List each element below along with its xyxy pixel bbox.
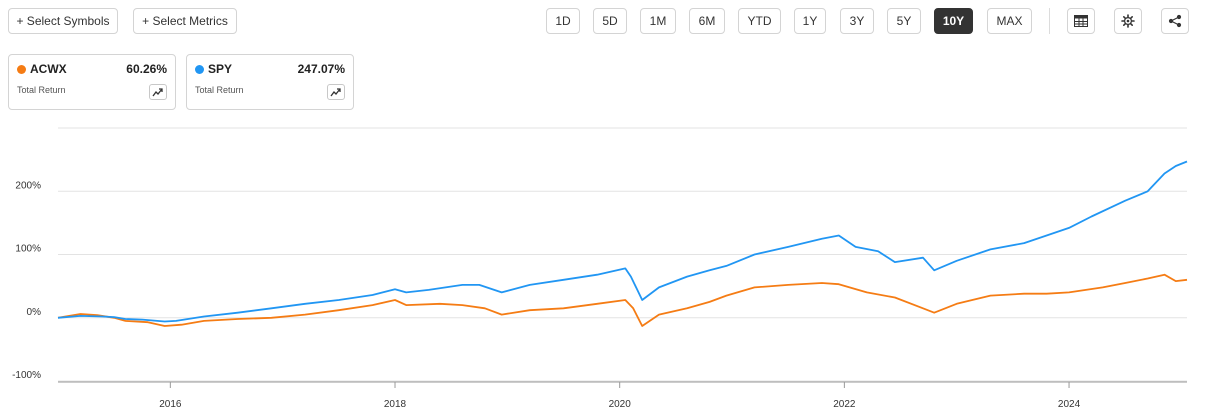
y-tick-label: -100% (12, 370, 41, 381)
x-tick-label: 2018 (384, 399, 407, 410)
range-3y-button[interactable]: 3Y (840, 8, 874, 34)
symbol-name: SPY (208, 62, 233, 76)
metric-label: Total Return (195, 85, 244, 95)
table-view-button[interactable] (1067, 8, 1095, 34)
toolbar-divider (1049, 8, 1050, 34)
symbol-card-spy[interactable]: SPY 247.07% Total Return (186, 54, 354, 110)
gear-icon (1121, 14, 1135, 28)
select-symbols-button[interactable]: + Select Symbols (8, 8, 118, 34)
trend-up-icon (152, 88, 163, 97)
x-tick-label: 2020 (609, 399, 632, 410)
range-5y-button[interactable]: 5Y (887, 8, 921, 34)
y-tick-label: 0% (27, 307, 42, 318)
settings-button[interactable] (1114, 8, 1142, 34)
y-tick-label: 100% (15, 244, 41, 255)
range-ytd-button[interactable]: YTD (738, 8, 781, 34)
series-line-spy (57, 160, 1188, 323)
range-1y-button[interactable]: 1Y (794, 8, 826, 34)
table-icon (1074, 15, 1088, 27)
range-1m-button[interactable]: 1M (640, 8, 676, 34)
trend-chart-button[interactable] (327, 84, 345, 100)
total-return-chart: -100% 0% 100% 200% 2016 2018 2020 2022 2024 (12, 127, 1188, 410)
range-5d-button[interactable]: 5D (593, 8, 627, 34)
range-10y-button[interactable]: 10Y (934, 8, 973, 34)
trend-chart-button[interactable] (149, 84, 167, 100)
metric-label: Total Return (17, 85, 66, 95)
range-max-button[interactable]: MAX (987, 8, 1032, 34)
trend-up-icon (330, 88, 341, 97)
series-color-dot (195, 65, 204, 74)
series-line-acwx (57, 273, 1188, 327)
total-return-value: 247.07% (297, 62, 345, 76)
series-color-dot (17, 65, 26, 74)
total-return-value: 60.26% (126, 62, 167, 76)
symbol-card-acwx[interactable]: ACWX 60.26% Total Return (8, 54, 176, 110)
select-metrics-button[interactable]: + Select Metrics (133, 8, 237, 34)
y-tick-label: 200% (15, 180, 41, 191)
share-icon (1168, 14, 1182, 28)
symbol-name: ACWX (30, 62, 67, 76)
x-tick-label: 2024 (1058, 399, 1081, 410)
x-tick-label: 2022 (833, 399, 856, 410)
share-button[interactable] (1161, 8, 1189, 34)
range-1d-button[interactable]: 1D (546, 8, 580, 34)
range-6m-button[interactable]: 6M (689, 8, 725, 34)
x-tick-label: 2016 (159, 399, 182, 410)
